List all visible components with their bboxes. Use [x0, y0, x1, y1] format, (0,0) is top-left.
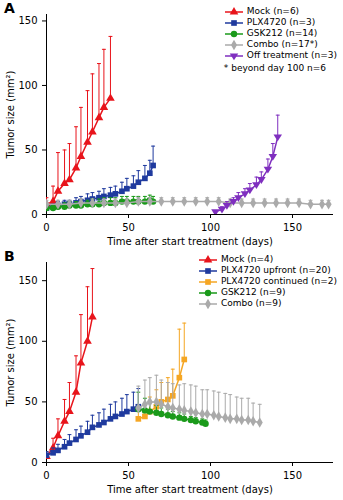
svg-text:150: 150: [18, 15, 37, 26]
svg-text:150: 150: [283, 470, 302, 481]
html-text:Combo (n=17*): Combo (n=17*): [246, 39, 318, 49]
svg-text:50: 50: [25, 396, 38, 407]
html-text:PLX4720 (n=3): PLX4720 (n=3): [246, 17, 316, 27]
html-text:Off treatment (n=3): Off treatment (n=3): [246, 50, 337, 60]
svg-text:50: 50: [122, 470, 135, 481]
svg-text:0: 0: [43, 470, 49, 481]
html-text:A: A: [4, 0, 15, 16]
svg-text:Time after start treatment (da: Time after start treatment (days): [106, 236, 273, 247]
html-text:GSK212 (n=14): GSK212 (n=14): [246, 28, 318, 38]
svg-text:150: 150: [283, 222, 302, 233]
svg-text:100: 100: [201, 470, 220, 481]
svg-text:Tumor size (mm²): Tumor size (mm²): [5, 70, 16, 159]
svg-text:100: 100: [201, 222, 220, 233]
html-text:* beyond day 100 n=6: * beyond day 100 n=6: [223, 63, 326, 73]
svg-text:0: 0: [43, 222, 49, 233]
svg-text:Tumor size (mm²): Tumor size (mm²): [5, 318, 16, 407]
svg-text:0: 0: [31, 457, 37, 468]
svg-text:Time after start treatment (da: Time after start treatment (days): [106, 484, 273, 495]
svg-text:50: 50: [25, 144, 38, 155]
html-text:Mock (n=6): Mock (n=6): [246, 6, 300, 16]
html-text:Mock (n=4): Mock (n=4): [220, 254, 274, 264]
html-text:Combo (n=9): Combo (n=9): [220, 298, 282, 308]
svg-text:50: 50: [122, 222, 135, 233]
svg-text:0: 0: [31, 209, 37, 220]
svg-text:100: 100: [18, 80, 37, 91]
svg-text:100: 100: [18, 335, 37, 346]
html-text:GSK212 (n=9): GSK212 (n=9): [220, 287, 286, 297]
html-text:B: B: [4, 248, 15, 264]
svg-text:150: 150: [18, 275, 37, 286]
html-text:PLX4720 continued (n=2): PLX4720 continued (n=2): [220, 276, 337, 286]
html-text:PLX4720 upfront (n=20): PLX4720 upfront (n=20): [220, 265, 331, 275]
